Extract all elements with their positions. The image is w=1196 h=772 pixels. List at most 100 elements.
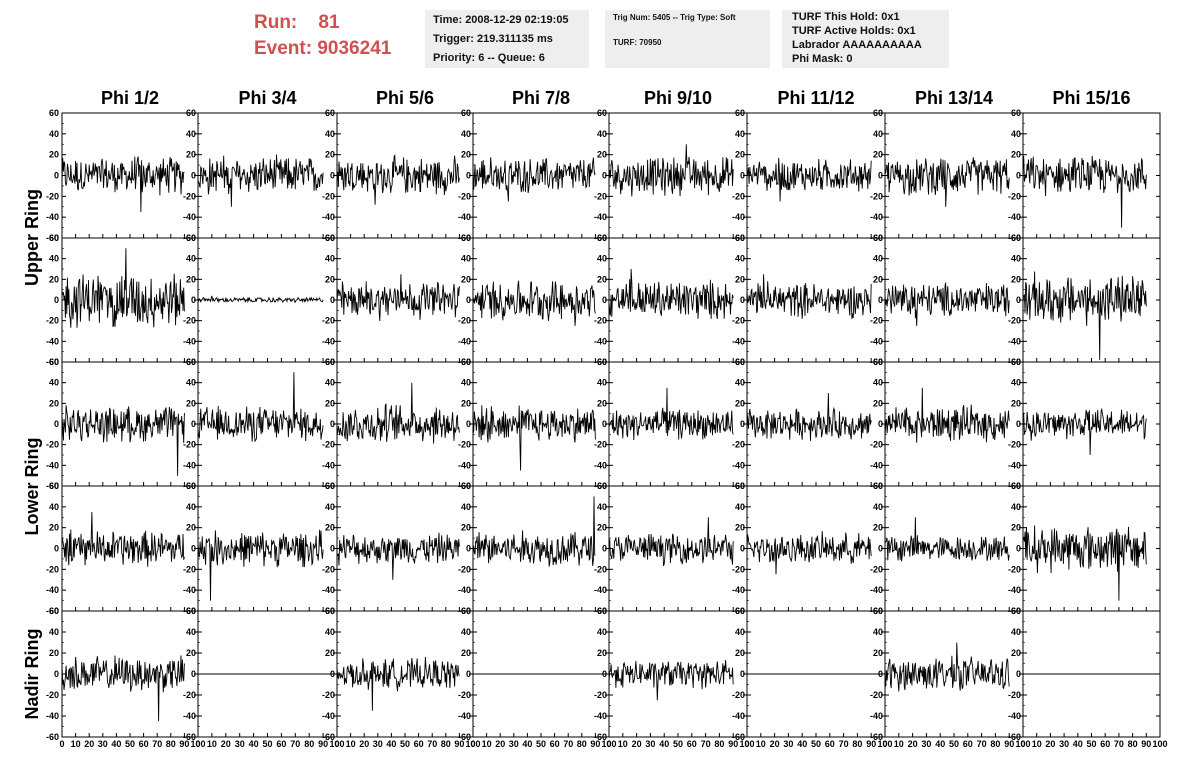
labrador-text: Labrador AAAAAAAAAA xyxy=(792,39,922,51)
y-tick-label: -40 xyxy=(732,585,745,595)
y-tick-label: -60 xyxy=(46,357,59,367)
x-tick-label: 100 xyxy=(329,739,344,749)
column-title: Phi 3/4 xyxy=(238,88,296,108)
x-tick-label: 90 xyxy=(454,739,464,749)
y-tick-label: -40 xyxy=(1008,212,1021,222)
x-tick-label: 20 xyxy=(908,739,918,749)
phi-mask-text: Phi Mask: 0 xyxy=(792,53,853,65)
y-tick-label: -40 xyxy=(46,711,59,721)
y-tick-label: -20 xyxy=(732,191,745,201)
y-tick-label: 0 xyxy=(602,669,607,679)
y-tick-label: 40 xyxy=(49,627,59,637)
y-tick-label: -20 xyxy=(183,191,196,201)
y-tick-label: 40 xyxy=(49,378,59,388)
y-tick-label: 40 xyxy=(325,627,335,637)
event-label: Event: xyxy=(254,38,313,59)
x-tick-label: 70 xyxy=(427,739,437,749)
y-tick-label: -40 xyxy=(594,711,607,721)
x-tick-label: 80 xyxy=(990,739,1000,749)
trigger-text: Trigger: 219.311135 ms xyxy=(433,33,553,45)
y-tick-label: -40 xyxy=(594,212,607,222)
x-tick-label: 40 xyxy=(386,739,396,749)
waveform-trace xyxy=(1022,155,1147,228)
y-tick-label: -40 xyxy=(458,711,471,721)
x-tick-label: 50 xyxy=(949,739,959,749)
y-tick-label: 20 xyxy=(461,398,471,408)
y-tick-label: 20 xyxy=(325,523,335,533)
x-tick-label: 70 xyxy=(977,739,987,749)
waveform-trace xyxy=(197,295,324,304)
y-tick-label: 60 xyxy=(873,108,883,118)
x-tick-label: 10 xyxy=(618,739,628,749)
y-tick-label: 40 xyxy=(461,129,471,139)
y-tick-label: 40 xyxy=(49,254,59,264)
y-tick-label: -20 xyxy=(594,191,607,201)
y-tick-label: 40 xyxy=(873,129,883,139)
y-tick-label: 40 xyxy=(186,129,196,139)
time-text: Time: 2008-12-29 02:19:05 xyxy=(433,14,569,26)
y-tick-label: 60 xyxy=(735,606,745,616)
x-tick-label: 60 xyxy=(276,739,286,749)
y-tick-label: 60 xyxy=(461,108,471,118)
y-tick-label: -60 xyxy=(322,732,335,742)
y-tick-label: -20 xyxy=(594,690,607,700)
y-tick-label: -20 xyxy=(870,316,883,326)
y-tick-label: -60 xyxy=(46,606,59,616)
y-tick-label: 20 xyxy=(1011,150,1021,160)
y-tick-label: 20 xyxy=(1011,274,1021,284)
x-tick-label: 40 xyxy=(659,739,669,749)
y-tick-label: 40 xyxy=(1011,502,1021,512)
y-tick-label: 60 xyxy=(49,233,59,243)
y-tick-label: 0 xyxy=(466,544,471,554)
y-tick-label: 0 xyxy=(330,171,335,181)
y-tick-label: 40 xyxy=(735,254,745,264)
y-tick-label: 40 xyxy=(461,254,471,264)
waveform-trace xyxy=(61,156,185,213)
x-tick-label: 90 xyxy=(318,739,328,749)
y-tick-label: 60 xyxy=(461,233,471,243)
x-tick-label: 30 xyxy=(98,739,108,749)
y-tick-label: 0 xyxy=(330,295,335,305)
waveform-trace xyxy=(61,655,185,722)
y-tick-label: 0 xyxy=(740,419,745,429)
x-tick-label: 30 xyxy=(1059,739,1069,749)
y-tick-label: 40 xyxy=(597,129,607,139)
y-tick-label: -40 xyxy=(1008,336,1021,346)
x-tick-label: 100 xyxy=(465,739,480,749)
x-tick-label: 30 xyxy=(509,739,519,749)
y-tick-label: 0 xyxy=(191,669,196,679)
x-tick-label: 80 xyxy=(1128,739,1138,749)
x-tick-label: 10 xyxy=(346,739,356,749)
y-tick-label: -40 xyxy=(732,711,745,721)
y-tick-label: -40 xyxy=(322,585,335,595)
y-tick-label: 20 xyxy=(186,274,196,284)
y-tick-label: 40 xyxy=(1011,129,1021,139)
y-tick-label: 40 xyxy=(1011,254,1021,264)
y-tick-label: -40 xyxy=(870,585,883,595)
turf-text: TURF: 70950 xyxy=(613,38,662,47)
y-tick-label: 40 xyxy=(461,502,471,512)
x-tick-label: 70 xyxy=(701,739,711,749)
x-tick-label: 50 xyxy=(536,739,546,749)
x-tick-label: 0 xyxy=(1020,739,1025,749)
y-tick-label: -60 xyxy=(594,732,607,742)
y-tick-label: 40 xyxy=(735,378,745,388)
waveform-trace xyxy=(61,511,185,567)
y-tick-label: 0 xyxy=(191,419,196,429)
y-tick-label: -20 xyxy=(458,440,471,450)
y-tick-label: 20 xyxy=(735,523,745,533)
y-tick-label: -60 xyxy=(1008,732,1021,742)
waveform-trace xyxy=(608,517,734,567)
trigger-info-box: Trig Num: 5405 -- Trig Type: Soft TURF: … xyxy=(605,10,770,68)
y-tick-label: -20 xyxy=(1008,440,1021,450)
waveform-trace xyxy=(472,496,596,567)
y-tick-label: 0 xyxy=(54,669,59,679)
y-tick-label: -20 xyxy=(322,316,335,326)
y-tick-label: 60 xyxy=(597,606,607,616)
waveform-trace xyxy=(746,157,872,202)
waveform-trace xyxy=(197,154,324,207)
y-tick-label: -20 xyxy=(870,564,883,574)
y-tick-label: 60 xyxy=(1011,357,1021,367)
y-tick-label: 0 xyxy=(740,544,745,554)
y-tick-label: 60 xyxy=(461,357,471,367)
